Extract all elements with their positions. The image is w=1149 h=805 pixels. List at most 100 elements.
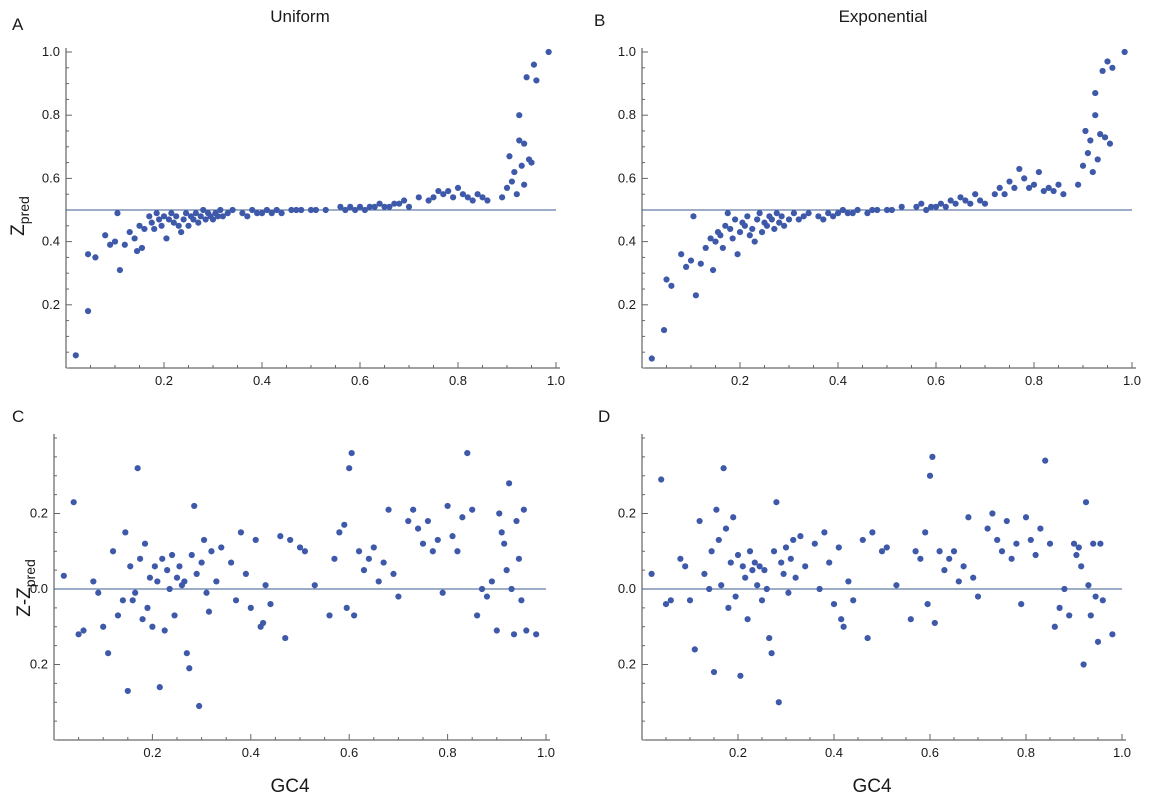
data-point: [960, 563, 967, 570]
data-point: [533, 631, 540, 638]
data-point: [692, 292, 700, 299]
data-point: [180, 216, 187, 223]
data-point: [844, 210, 851, 217]
data-point: [376, 200, 383, 207]
data-point: [648, 355, 655, 362]
data-point: [450, 194, 457, 201]
data-point: [800, 213, 807, 220]
data-point: [1082, 127, 1089, 135]
data-point: [484, 197, 491, 204]
data-point: [869, 206, 876, 214]
data-point: [941, 567, 948, 574]
data-point: [533, 77, 540, 84]
x-axis-label: GC4: [270, 776, 310, 797]
data-point: [850, 597, 857, 604]
data-point: [795, 216, 802, 223]
data-point: [719, 244, 726, 252]
data-point: [440, 191, 447, 198]
data-point: [722, 222, 729, 229]
data-point: [173, 574, 181, 581]
data-point: [258, 210, 266, 217]
data-point: [424, 517, 432, 525]
data-point: [996, 184, 1003, 191]
x-tick-label: 0.8: [449, 373, 467, 388]
data-point: [521, 140, 528, 147]
data-point: [133, 247, 141, 255]
panel-letter-a: A: [12, 15, 24, 34]
data-point: [926, 472, 934, 479]
data-point: [950, 548, 958, 555]
data-point: [381, 203, 388, 210]
data-point: [1061, 585, 1068, 593]
data-point: [459, 191, 466, 198]
data-point: [371, 203, 378, 210]
y-tick-label: 0.2: [30, 657, 48, 672]
data-point: [1060, 191, 1067, 198]
data-point: [214, 213, 221, 220]
data-point: [131, 235, 138, 242]
data-point: [508, 178, 515, 185]
data-point: [1104, 58, 1111, 65]
panel-letter-c: C: [12, 407, 24, 426]
data-point: [929, 453, 936, 460]
data-point: [859, 536, 866, 544]
data-point: [816, 585, 823, 593]
x-tick-label: 0.2: [729, 745, 747, 760]
data-point: [1046, 540, 1054, 547]
data-point: [95, 589, 102, 596]
data-point: [287, 536, 294, 544]
data-point: [293, 206, 300, 214]
data-point: [734, 551, 742, 559]
data-point: [732, 593, 739, 600]
data-point: [835, 544, 842, 551]
data-point: [845, 578, 852, 585]
data-point: [168, 210, 175, 217]
data-point: [1109, 631, 1116, 638]
data-point: [343, 604, 350, 611]
data-point: [141, 540, 149, 547]
data-point: [158, 222, 165, 229]
data-point: [715, 536, 722, 544]
data-point: [395, 593, 402, 600]
data-point: [195, 219, 202, 226]
data-point: [702, 244, 709, 252]
data-point: [109, 548, 117, 555]
data-point: [331, 555, 338, 562]
data-point: [100, 623, 107, 630]
data-point: [219, 213, 226, 220]
data-point: [171, 612, 178, 619]
data-point: [918, 200, 925, 207]
data-point: [1087, 137, 1094, 144]
data-point: [830, 213, 837, 220]
data-point: [148, 219, 155, 226]
data-point: [1073, 551, 1080, 559]
data-point: [205, 608, 213, 615]
data-point: [173, 213, 180, 220]
data-point: [820, 216, 827, 223]
data-point: [746, 548, 754, 555]
x-tick-label: 1.0: [547, 373, 565, 388]
data-point: [146, 574, 154, 581]
data-point: [454, 184, 462, 191]
y-tick-label: 0.2: [618, 297, 636, 312]
data-point: [864, 210, 871, 217]
data-point: [1092, 89, 1099, 97]
data-point: [132, 589, 139, 596]
data-point: [1099, 597, 1106, 604]
data-point: [278, 210, 285, 217]
data-point: [1075, 181, 1082, 188]
data-point: [947, 197, 954, 204]
data-point: [815, 213, 822, 220]
data-point: [727, 559, 734, 566]
data-point: [1066, 612, 1073, 619]
data-point: [1051, 623, 1058, 630]
data-point: [506, 153, 513, 160]
data-point: [957, 194, 964, 201]
data-point: [405, 203, 413, 210]
data-point: [785, 589, 792, 596]
data-point: [151, 563, 158, 570]
data-point: [770, 548, 778, 555]
data-point: [116, 266, 123, 274]
data-point: [967, 200, 974, 207]
data-point: [337, 203, 344, 210]
